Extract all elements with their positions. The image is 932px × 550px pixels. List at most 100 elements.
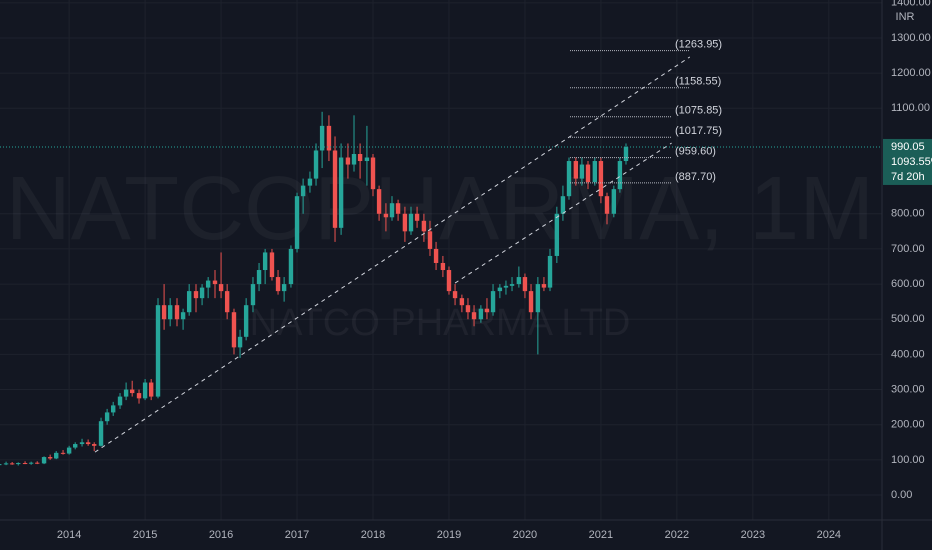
candle-body [218, 284, 224, 292]
candle-body [92, 444, 97, 446]
x-tick-label: 2015 [133, 529, 157, 541]
y-tick-label: 100.00 [891, 454, 925, 466]
x-tick-label: 2014 [57, 529, 81, 541]
candle-body [110, 405, 116, 413]
candle-body [3, 463, 9, 465]
candle-body [440, 262, 446, 271]
candle-body [319, 125, 325, 151]
y-tick-label: 600.00 [891, 278, 925, 290]
candle-body [516, 277, 522, 285]
candle-body [54, 452, 59, 459]
candle-body [193, 291, 199, 299]
candle-body [174, 305, 180, 320]
candle-body [104, 412, 110, 422]
candle-body [167, 305, 173, 320]
candle-body [186, 291, 192, 313]
candle-body [243, 305, 249, 337]
candle-body [47, 457, 53, 459]
x-tick-label: 2017 [285, 529, 309, 541]
candle-body [98, 421, 104, 446]
candle-body [85, 442, 91, 445]
candle-body [294, 196, 300, 249]
candle-body [573, 161, 579, 179]
candle-body [357, 153, 363, 162]
candle-body [142, 382, 148, 399]
x-tick-label: 2020 [513, 529, 537, 541]
candle-body [598, 161, 604, 197]
last-price-badge [883, 138, 932, 185]
x-tick-label: 2023 [741, 529, 765, 541]
candle-body [497, 287, 503, 292]
candle-body [402, 213, 408, 232]
candle-body [604, 196, 610, 214]
level-label: (1263.95) [675, 39, 722, 51]
candle-body [484, 308, 490, 313]
level-label: (1017.75) [675, 125, 722, 137]
x-tick-label: 2018 [361, 529, 385, 541]
candle-body [28, 462, 34, 464]
candle-body [161, 305, 167, 320]
candle-body [383, 213, 389, 218]
candle-body [566, 161, 572, 197]
candle-body [237, 336, 243, 348]
candle-body [585, 164, 591, 183]
x-tick-label: 2021 [589, 529, 613, 541]
candle-body [554, 213, 560, 256]
candle-body [129, 389, 135, 394]
candle-body [73, 444, 78, 448]
candle-body [180, 312, 186, 320]
candle-body [300, 185, 306, 197]
candle-body [611, 189, 617, 214]
candle-body [250, 284, 256, 306]
candle-body [427, 231, 433, 249]
y-tick-label: 400.00 [891, 348, 925, 360]
candle-body [389, 203, 395, 218]
candle-body [123, 389, 129, 397]
candle-body [41, 457, 47, 464]
candle-body [199, 287, 205, 299]
candle-body [503, 285, 509, 288]
y-tick-label: 300.00 [891, 383, 925, 395]
candle-body [212, 280, 218, 285]
candle-body [560, 196, 566, 214]
candle-body [79, 442, 85, 445]
candle-body [275, 277, 281, 292]
candle-body [262, 252, 268, 271]
y-tick-label: 500.00 [891, 313, 925, 325]
candle-body [547, 255, 553, 288]
candle-body [490, 291, 496, 313]
candle-body [60, 452, 66, 454]
x-tick-label: 2024 [817, 529, 841, 541]
candle-body [535, 284, 541, 313]
candle-body [307, 178, 313, 186]
candle-body [256, 270, 262, 285]
candle-body [351, 153, 357, 165]
candle-body [224, 291, 230, 313]
candle-body [345, 157, 351, 165]
candle-body [155, 305, 161, 397]
trendline [454, 142, 672, 284]
candle-body [395, 203, 401, 214]
candle-body [0, 464, 2, 466]
candle-body [408, 213, 414, 232]
level-label: (887.70) [675, 171, 716, 183]
candle-body [414, 213, 420, 221]
candle-body [148, 382, 154, 397]
candle-body [326, 125, 332, 151]
y-tick-label: 1400.00 [891, 0, 931, 9]
candle-body [313, 150, 319, 179]
watermark-subtitle: NATCO PHARMA LTD [250, 302, 631, 344]
candle-body [459, 298, 465, 306]
candle-body [22, 463, 28, 465]
candle-body [433, 248, 439, 263]
trendline [94, 56, 691, 453]
candle-body [541, 284, 547, 288]
candle-body [446, 270, 452, 292]
candle-body [16, 463, 21, 465]
candle-body [376, 189, 382, 214]
candle-body [136, 393, 142, 399]
y-tick-label: 1100.00 [891, 102, 930, 114]
candle-body [288, 248, 294, 285]
